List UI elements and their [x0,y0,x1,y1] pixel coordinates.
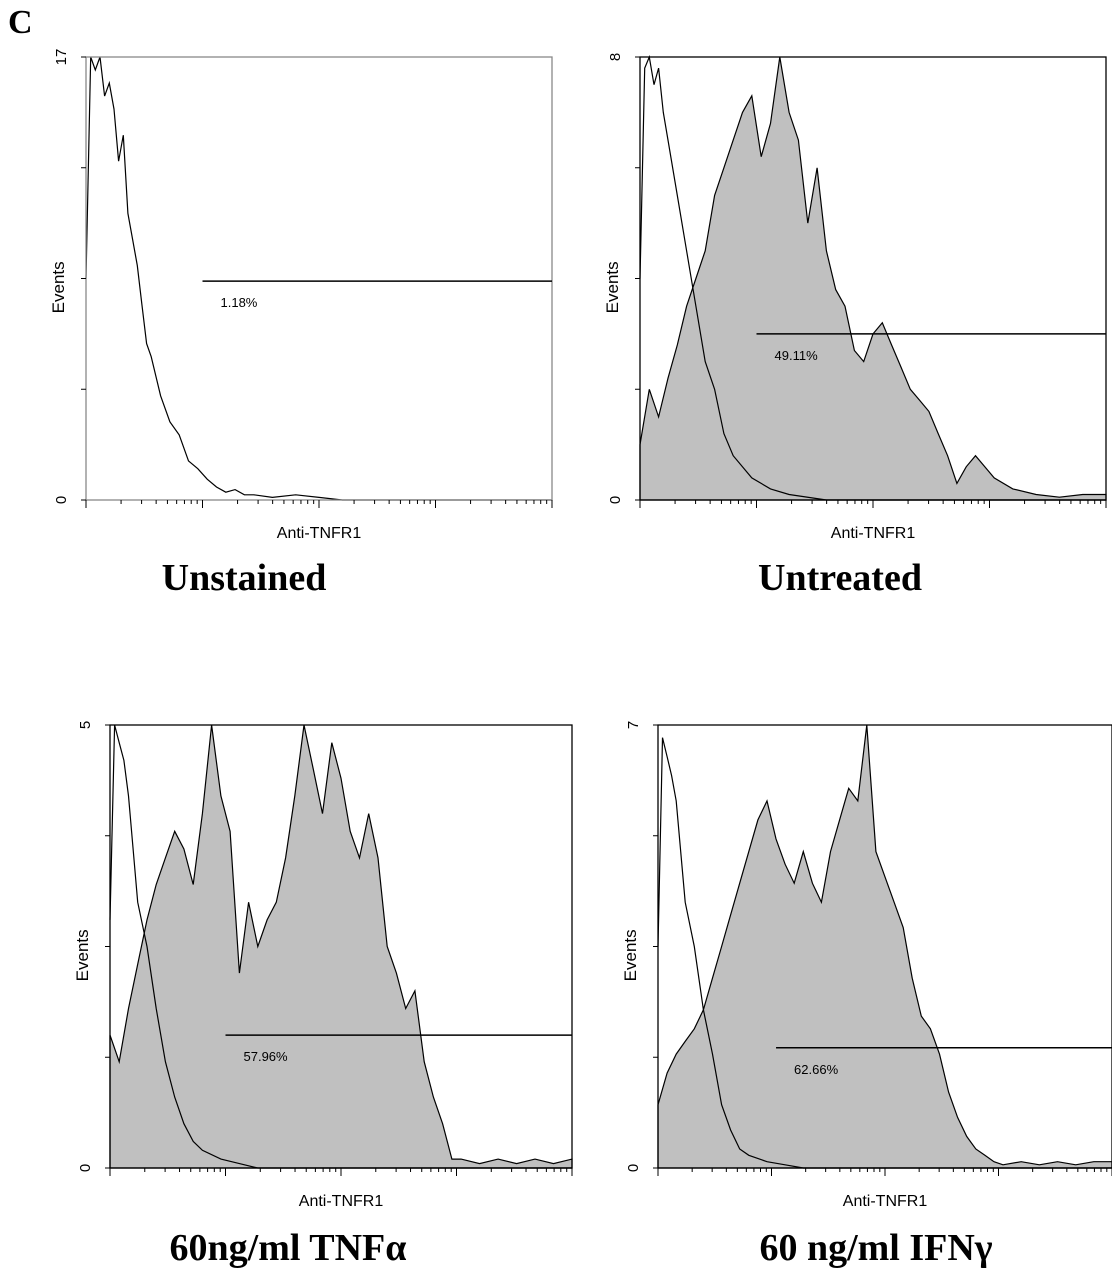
gate-percentage-label: 57.96% [244,1049,289,1064]
caption-unstained: Unstained [161,557,327,599]
y-tick-label: 0 [625,1164,642,1172]
x-axis-label: Anti-TNFR1 [843,1193,928,1210]
panel-label: C [8,4,33,41]
histogram-ifng: 0 7 Events Anti-TNFR1 62.66% [621,721,1112,1210]
series-filled [109,724,573,1169]
y-tick-label: 17 [53,49,70,66]
y-tick-label: 0 [53,496,70,504]
plot-frame [85,56,553,501]
x-axis-label: Anti-TNFR1 [299,1193,384,1210]
gate-percentage-label: 49.11% [775,348,819,363]
series-outline [639,54,1106,501]
y-tick-label: 8 [607,53,624,61]
histogram-untreated: 0 8 Events Anti-TNFR1 49.11% [603,53,1107,542]
gate-percentage-label: 62.66% [794,1062,839,1077]
x-axis-label: Anti-TNFR1 [277,525,362,542]
y-tick-label: 0 [607,496,624,504]
caption-ifng: 60 ng/ml IFNγ [759,1227,993,1269]
histogram-unstained: 0 17 Events Anti-TNFR1 1.18% [49,49,553,542]
y-axis-label: Events [73,929,92,981]
x-axis-label: Anti-TNFR1 [831,525,916,542]
histogram-tnfa: 0 5 Events Anti-TNFR1 57.96% [73,721,573,1210]
series-outline [85,56,552,501]
series-outline [109,724,572,1169]
y-axis-label: Events [49,261,68,313]
y-tick-label: 7 [625,721,642,729]
caption-untreated: Untreated [758,557,922,599]
series-filled [657,724,1112,1169]
y-tick-label: 0 [77,1164,94,1172]
y-axis-label: Events [621,929,640,981]
y-tick-label: 5 [77,721,94,729]
gate-percentage-label: 1.18% [221,295,258,310]
y-axis-label: Events [603,261,622,313]
caption-tnfa: 60ng/ml TNFα [169,1227,407,1269]
series-filled [639,56,1107,501]
